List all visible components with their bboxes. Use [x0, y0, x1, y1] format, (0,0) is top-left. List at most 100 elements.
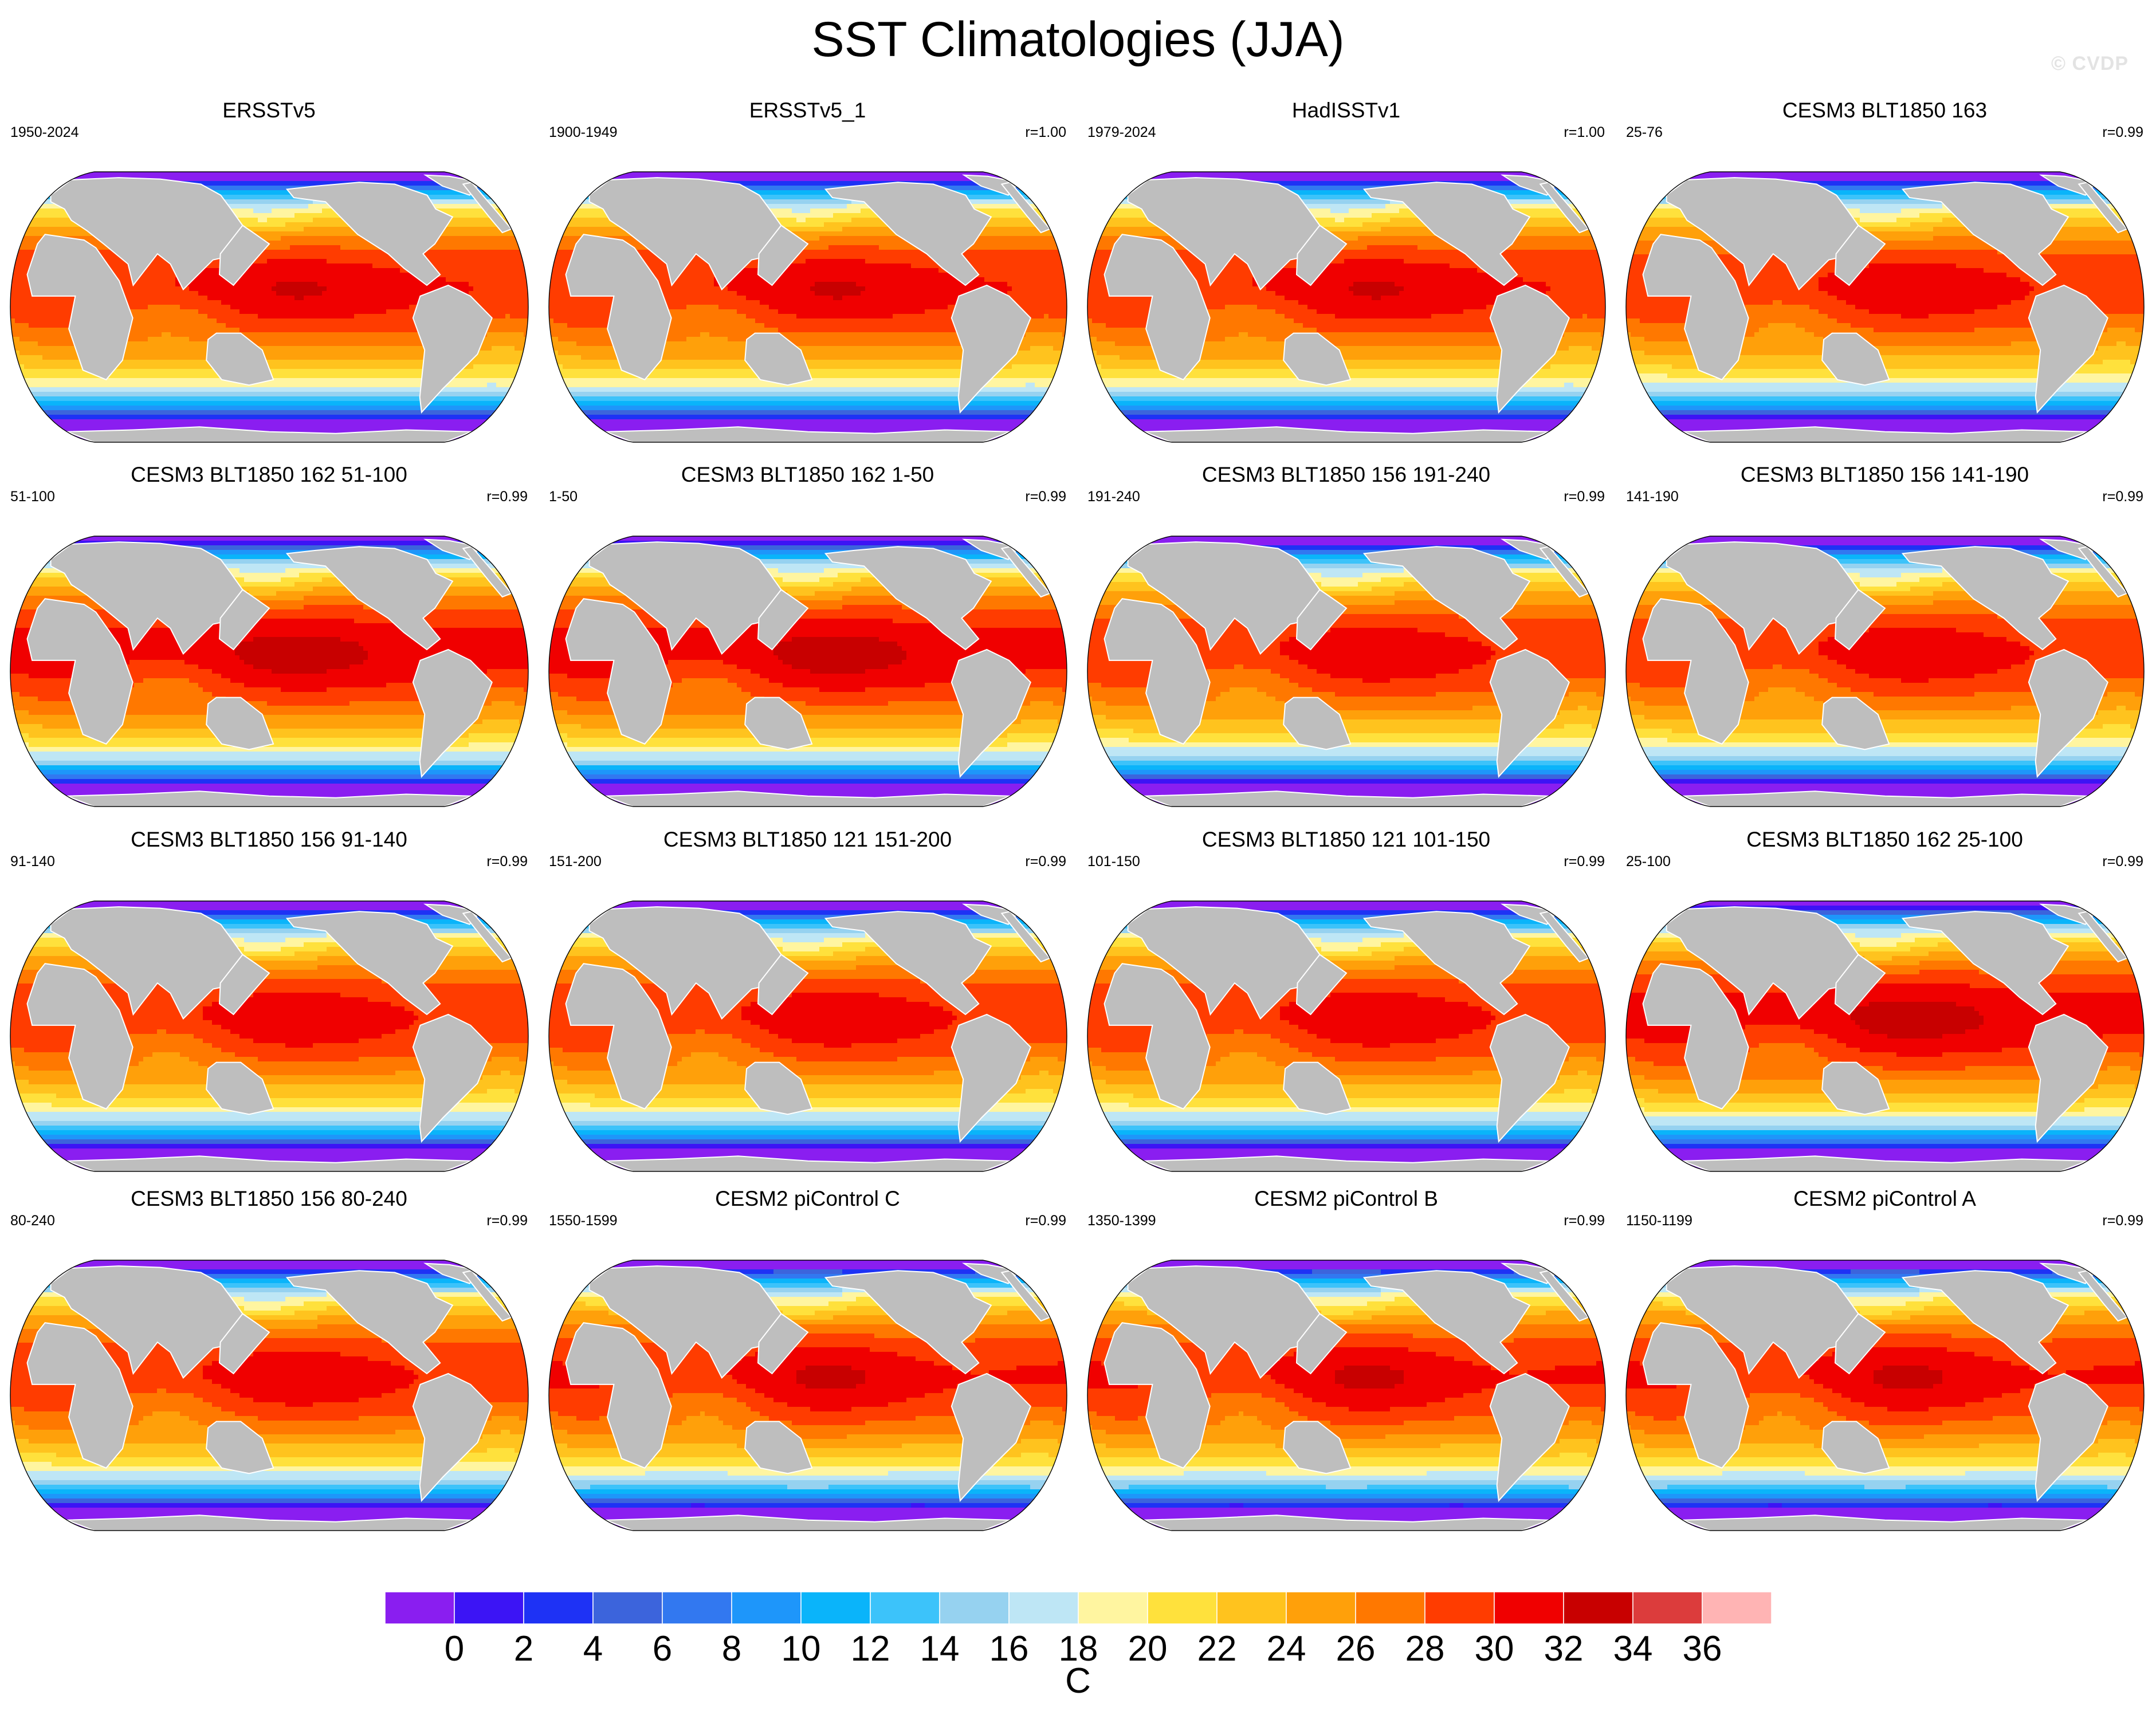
panel-title: CESM3 BLT1850 162 25-100: [1746, 828, 2023, 851]
land-mask: [26, 174, 513, 442]
panel-title: CESM3 BLT1850 162 1-50: [681, 463, 934, 486]
panel-correlation: r=0.99: [1564, 1213, 1605, 1229]
panel-correlation: r=0.99: [1564, 489, 1605, 505]
panel-period: 141-190: [1626, 489, 1679, 505]
map-outline: [548, 171, 1067, 443]
colorbar-swatch: [1355, 1592, 1425, 1624]
map-panel: CESM3 BLT1850 162 25-100 25-100 r=0.99: [1616, 827, 2154, 1191]
sst-map: [1087, 900, 1606, 1172]
panel-correlation: r=0.99: [2102, 853, 2143, 870]
map-panel: CESM3 BLT1850 156 141-190 141-190 r=0.99: [1616, 462, 2154, 826]
map-outline: [1087, 536, 1606, 807]
land-mask: [1642, 903, 2128, 1171]
cvdp-watermark: © CVDP: [2051, 53, 2128, 74]
colorbar-swatch: [1424, 1592, 1495, 1624]
colorbar-tick-label: 16: [989, 1629, 1029, 1666]
panel-correlation: r=0.99: [1025, 489, 1066, 505]
land-mask: [1642, 174, 2128, 442]
map-panel: HadISSTv1 1979-2024 r=1.00: [1077, 97, 1615, 462]
colorbar-tick-label: 0: [445, 1629, 464, 1666]
sst-map: [1087, 1260, 1606, 1531]
map-outline: [1625, 900, 2145, 1172]
panel-title: ERSSTv5_1: [749, 99, 866, 122]
colorbar-swatch: [1216, 1592, 1287, 1624]
panel-correlation: r=1.00: [1564, 124, 1605, 140]
panel-correlation: r=0.99: [1025, 1213, 1066, 1229]
colorbar-swatch: [870, 1592, 940, 1624]
colorbar-swatch: [1563, 1592, 1633, 1624]
colorbar-swatch: [800, 1592, 871, 1624]
panel-correlation: r=0.99: [1564, 853, 1605, 870]
sst-map: [10, 536, 529, 807]
map-panel: CESM3 BLT1850 162 1-50 1-50 r=0.99: [539, 462, 1077, 826]
panel-period: 1550-1599: [549, 1213, 618, 1229]
colorbar-swatch: [1147, 1592, 1218, 1624]
colorbar-tick-label: 2: [514, 1629, 533, 1666]
panel-title: CESM2 piControl C: [715, 1187, 900, 1210]
colorbar-tick-label: 28: [1405, 1629, 1445, 1666]
colorbar-swatch: [731, 1592, 802, 1624]
colorbar-swatch: [939, 1592, 1010, 1624]
land-mask: [26, 1262, 513, 1531]
panel-period: 80-240: [10, 1213, 55, 1229]
sst-map: [10, 1260, 529, 1531]
sst-map: [1625, 900, 2145, 1172]
panel-title: CESM2 piControl B: [1254, 1187, 1438, 1210]
sst-map: [1087, 171, 1606, 443]
panel-title: CESM3 BLT1850 156 191-240: [1201, 463, 1491, 486]
panel-period: 25-100: [1626, 853, 1671, 870]
sst-map: [10, 900, 529, 1172]
panel-period: 1350-1399: [1087, 1213, 1156, 1229]
panel-correlation: r=0.99: [486, 1213, 528, 1229]
map-panel: CESM3 BLT1850 121 101-150 101-150 r=0.99: [1077, 827, 1615, 1191]
map-outline: [10, 536, 529, 807]
land-mask: [565, 1262, 1051, 1531]
panel-title: CESM3 BLT1850 121 151-200: [663, 828, 952, 851]
land-mask: [26, 903, 513, 1171]
map-panel: ERSSTv5 1950-2024: [0, 97, 538, 462]
panel-title: HadISSTv1: [1291, 99, 1401, 122]
panel-period: 25-76: [1626, 124, 1663, 140]
sst-field: [1087, 536, 1605, 807]
colorbar-swatch: [1008, 1592, 1079, 1624]
map-outline: [1625, 1260, 2145, 1531]
colorbar-tick-label: 24: [1267, 1629, 1306, 1666]
land-mask: [1103, 538, 1590, 807]
panel-period: 1900-1949: [549, 124, 618, 140]
map-outline: [1087, 900, 1606, 1172]
land-mask: [565, 538, 1051, 807]
land-mask: [565, 174, 1051, 442]
map-panel: CESM2 piControl B 1350-1399 r=0.99: [1077, 1186, 1615, 1550]
map-outline: [548, 536, 1067, 807]
map-panel: CESM2 piControl A 1150-1199 r=0.99: [1616, 1186, 2154, 1550]
map-outline: [548, 900, 1067, 1172]
sst-map: [1087, 536, 1606, 807]
map-panel: CESM3 BLT1850 156 80-240 80-240 r=0.99: [0, 1186, 538, 1550]
land-mask: [1103, 174, 1590, 442]
colorbar-tick-label: 14: [920, 1629, 960, 1666]
panel-title: ERSSTv5: [222, 99, 316, 122]
panel-title: CESM3 BLT1850 162 51-100: [131, 463, 407, 486]
panel-period: 91-140: [10, 853, 55, 870]
colorbar-swatch: [662, 1592, 732, 1624]
map-outline: [548, 1260, 1067, 1531]
colorbar-swatch: [1494, 1592, 1564, 1624]
map-outline: [1087, 171, 1606, 443]
colorbar-swatch: [523, 1592, 594, 1624]
sst-map: [548, 900, 1067, 1172]
panel-period: 1950-2024: [10, 124, 79, 140]
panel-period: 191-240: [1087, 489, 1140, 505]
map-panel: CESM3 BLT1850 163 25-76 r=0.99: [1616, 97, 2154, 462]
panel-title: CESM3 BLT1850 163: [1782, 99, 1988, 122]
sst-map: [548, 536, 1067, 807]
map-panel: CESM3 BLT1850 162 51-100 51-100 r=0.99: [0, 462, 538, 826]
panel-period: 1-50: [549, 489, 578, 505]
panel-period: 51-100: [10, 489, 55, 505]
page-title: SST Climatologies (JJA): [811, 12, 1345, 67]
land-mask: [1103, 903, 1590, 1171]
colorbar-tick-label: 12: [851, 1629, 890, 1666]
panel-period: 1150-1199: [1626, 1213, 1692, 1229]
panel-title: CESM3 BLT1850 156 80-240: [131, 1187, 407, 1210]
colorbar-tick-label: 34: [1613, 1629, 1653, 1666]
colorbar-tick-label: 20: [1128, 1629, 1168, 1666]
